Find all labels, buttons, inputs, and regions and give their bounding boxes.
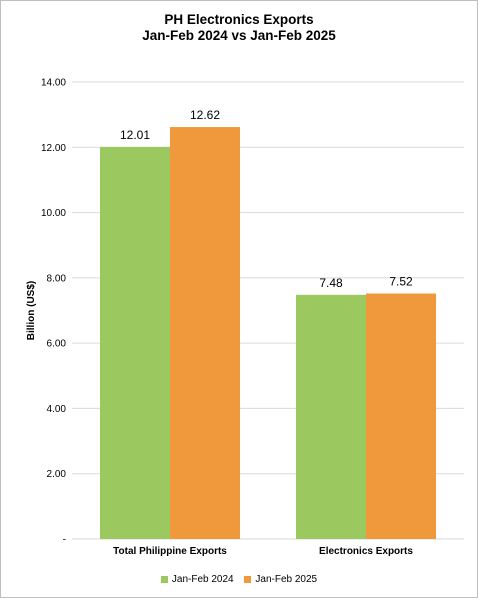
legend-item-2025: Jan-Feb 2025 [244,574,317,585]
y-tick-label: 4.00 [47,404,67,415]
y-tick-label: 2.00 [47,469,67,480]
legend-item-2024: Jan-Feb 2024 [160,574,234,585]
chart-title: PH Electronics Exports Jan-Feb 2024 vs J… [0,12,478,44]
chart-title-line-2: Jan-Feb 2024 vs Jan-Feb 2025 [142,28,336,43]
category-label: Total Philippine Exports [113,546,227,557]
legend-label-2025: Jan-Feb 2025 [255,574,318,585]
bar [366,293,436,539]
y-tick-label: 14.00 [41,78,66,89]
y-axis-label: Billion (US$) [26,281,37,340]
chart-title-line-1: PH Electronics Exports [164,12,314,27]
legend-label-2024: Jan-Feb 2024 [171,574,234,585]
y-tick-label: - [63,535,66,546]
legend-swatch-2025 [244,576,252,583]
y-tick-label: 6.00 [47,339,67,350]
y-tick-label: 10.00 [41,208,66,219]
bar [170,127,240,539]
data-label: 7.48 [319,276,343,290]
data-label: 7.52 [389,275,413,289]
bar [296,294,366,539]
legend-swatch-2024 [160,576,168,583]
y-tick-label: 8.00 [47,273,67,284]
data-label: 12.62 [190,108,220,122]
y-tick-label: 12.00 [41,143,66,154]
bar [100,146,170,539]
data-label: 12.01 [120,128,150,142]
legend: Jan-Feb 2024 Jan-Feb 2025 [0,574,478,586]
category-label: Electronics Exports [319,546,413,557]
